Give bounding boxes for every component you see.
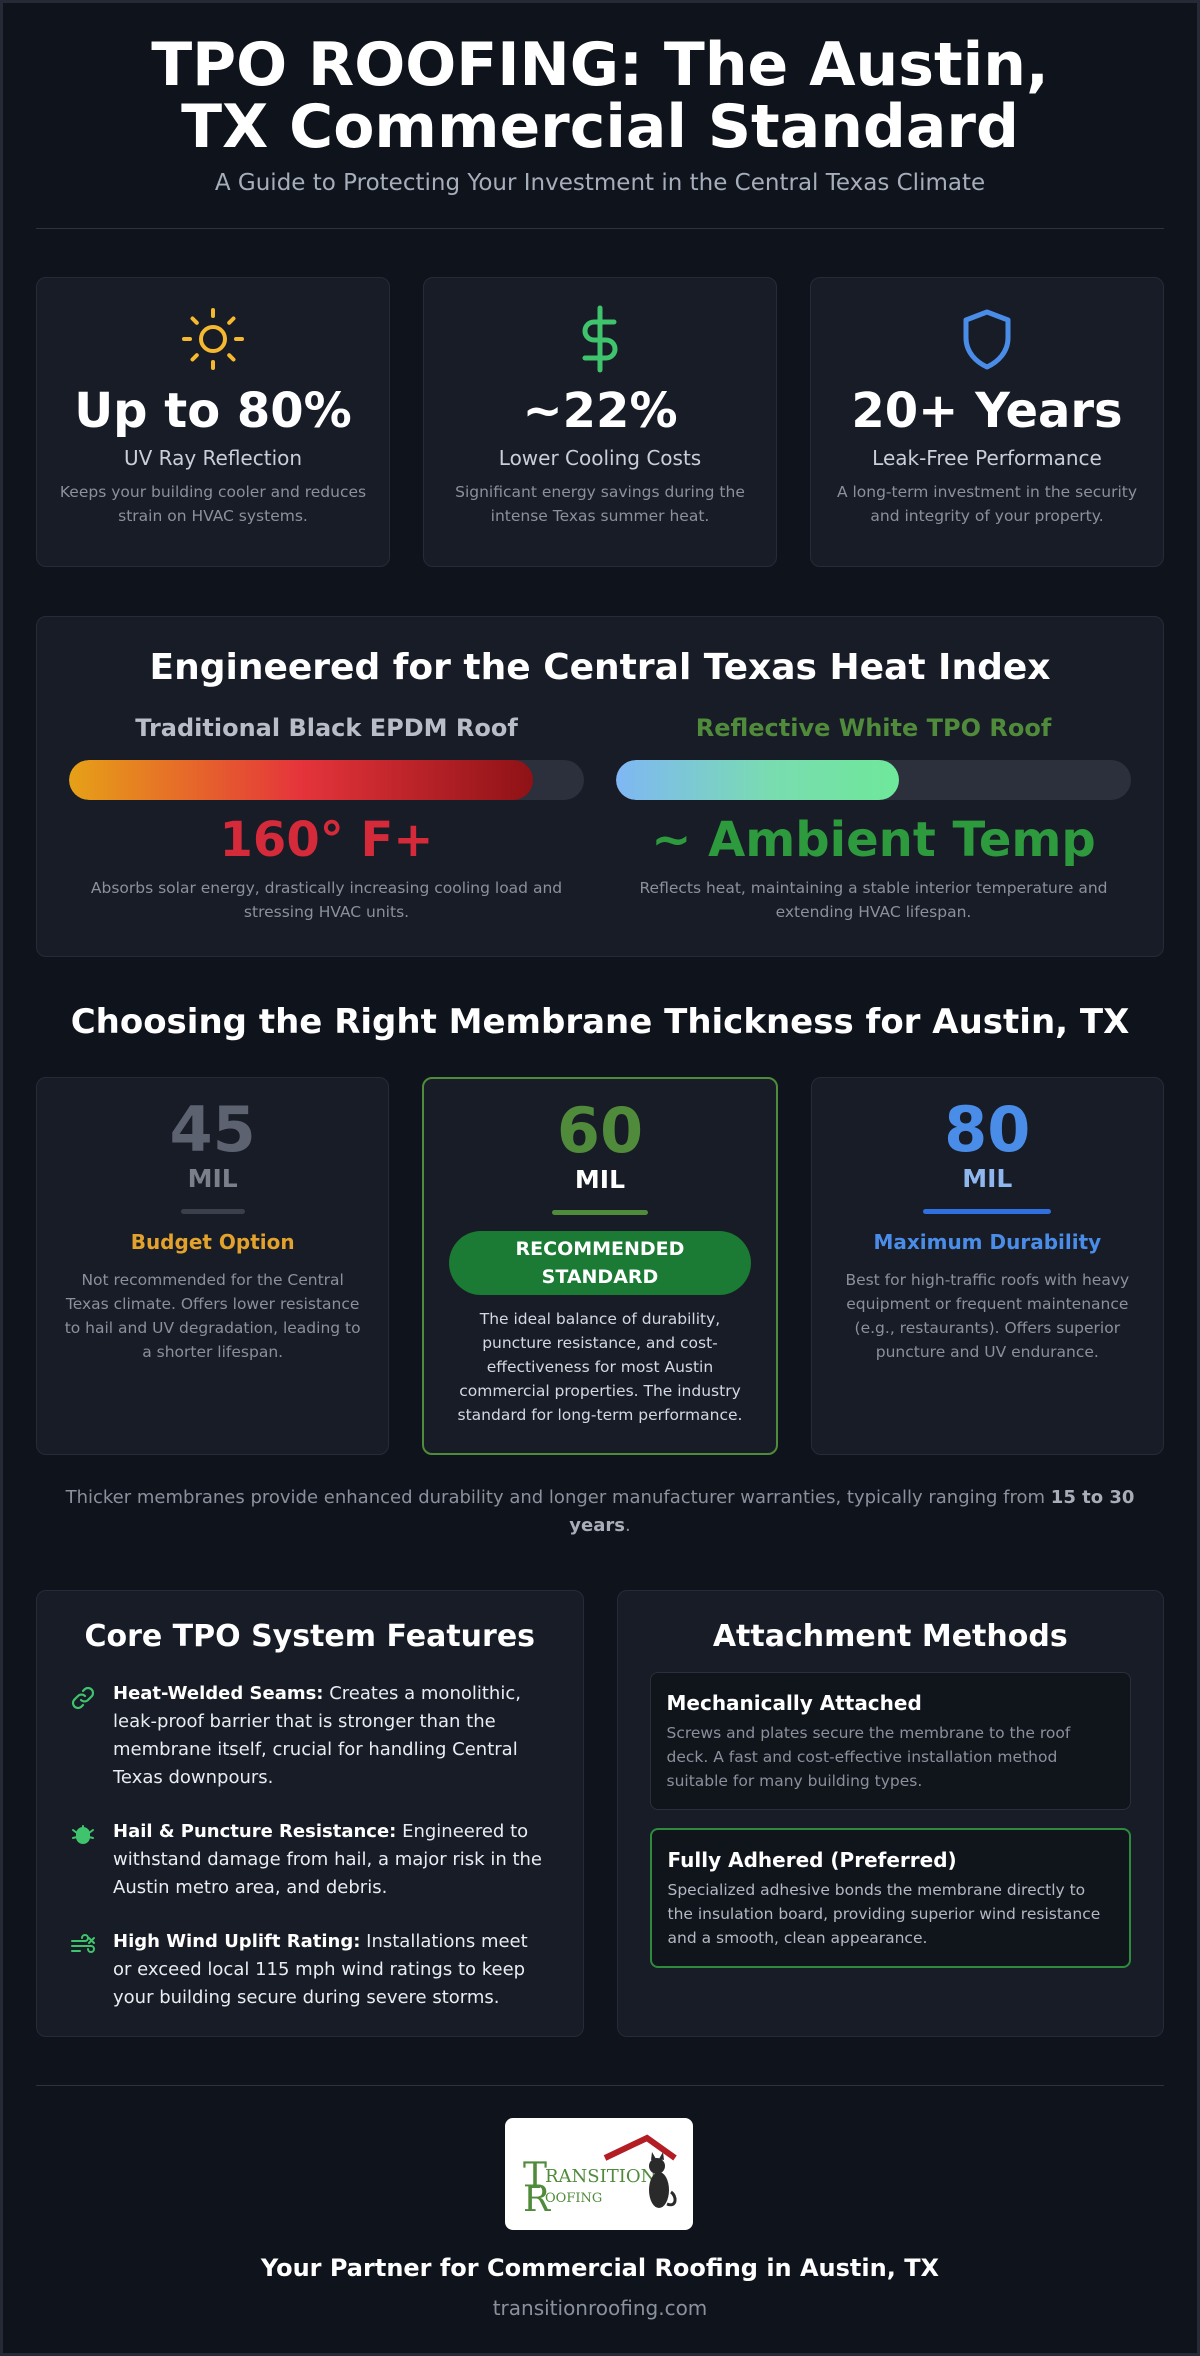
attachment-title: Attachment Methods xyxy=(712,1619,1068,1654)
method-text: Screws and plates secure the membrane to… xyxy=(666,1724,1071,1790)
thickness-options: 45 MIL Budget Option Not recommended for… xyxy=(36,1077,1164,1455)
heat-title: Engineered for the Central Texas Heat In… xyxy=(149,647,1051,688)
stat-label: Lower Cooling Costs xyxy=(498,446,702,470)
header: TPO ROOFING: The Austin, TX Commercial S… xyxy=(0,0,1200,196)
black-roof-bar-fill xyxy=(69,760,533,800)
mil-desc: Best for high-traffic roofs with heavy e… xyxy=(845,1271,1130,1361)
stat-desc: A long-term investment in the security a… xyxy=(836,483,1138,525)
stat-value: 20+ Years xyxy=(851,383,1123,439)
stat-desc: Keeps your building cooler and reduces s… xyxy=(59,483,367,525)
mil-number: 80 xyxy=(944,1093,1031,1166)
logo-letter-t: T xyxy=(523,2156,547,2197)
mil-card-60: 60 MIL RECOMMENDED STANDARD The ideal ba… xyxy=(422,1077,778,1455)
warranty-note: Thicker membranes provide enhanced durab… xyxy=(65,1487,1135,1536)
link-icon xyxy=(69,1680,113,1792)
wind-icon xyxy=(69,1928,113,2012)
black-roof-name: Traditional Black EPDM Roof xyxy=(135,714,518,742)
white-roof-name: Reflective White TPO Roof xyxy=(695,714,1052,742)
white-roof-column: Reflective White TPO Roof ~ Ambient Temp… xyxy=(616,714,1131,924)
white-roof-bar xyxy=(616,760,1131,800)
features-title: Core TPO System Features xyxy=(84,1619,536,1654)
white-roof-temp: ~ Ambient Temp xyxy=(651,812,1096,868)
black-roof-column: Traditional Black EPDM Roof 160° F+ Abso… xyxy=(69,714,584,924)
company-logo: T RANSITION R OOFING xyxy=(505,2118,693,2230)
warranty-range: 15 to 30 years xyxy=(569,1487,1135,1536)
stat-value: Up to 80% xyxy=(74,383,352,439)
feature-item: High Wind Uplift Rating: Installations m… xyxy=(69,1928,551,2012)
black-roof-temp: 160° F+ xyxy=(219,812,434,868)
attachment-panel: Attachment Methods Mechanically Attached… xyxy=(616,1590,1164,2037)
logo-text-line1: RANSITION xyxy=(545,2166,656,2187)
cat-icon xyxy=(649,2152,677,2208)
footer-title: Your Partner for Commercial Roofing in A… xyxy=(260,2254,940,2282)
shield-icon xyxy=(811,304,1163,374)
mil-option-label: Maximum Durability xyxy=(873,1230,1102,1254)
mil-card-80: 80 MIL Maximum Durability Best for high-… xyxy=(810,1077,1164,1455)
feature-text: Heat-Welded Seams: Creates a monolithic,… xyxy=(113,1683,521,1788)
hail-icon xyxy=(69,1818,113,1902)
stat-card-cooling: ~22% Lower Cooling Costs Significant ene… xyxy=(423,277,777,567)
mil-number: 45 xyxy=(169,1093,256,1166)
mil-unit: MIL xyxy=(962,1164,1013,1193)
mil-accent-line xyxy=(551,1210,648,1215)
stats-row: Up to 80% UV Ray Reflection Keeps your b… xyxy=(36,277,1164,567)
mil-unit: MIL xyxy=(574,1165,626,1194)
stat-label: UV Ray Reflection xyxy=(123,446,303,470)
feature-text: High Wind Uplift Rating: Installations m… xyxy=(113,1931,528,2008)
method-text: Specialized adhesive bonds the membrane … xyxy=(667,1881,1101,1947)
mil-desc: The ideal balance of durability, punctur… xyxy=(457,1310,743,1424)
sun-icon xyxy=(37,304,389,374)
thickness-title: Choosing the Right Membrane Thickness fo… xyxy=(70,1002,1130,1042)
feature-item: Hail & Puncture Resistance: Engineered t… xyxy=(69,1818,551,1902)
mil-number: 60 xyxy=(556,1094,644,1167)
mil-option-label: Budget Option xyxy=(130,1230,295,1254)
page-title: TPO ROOFING: The Austin, TX Commercial S… xyxy=(151,30,1049,162)
mil-unit: MIL xyxy=(187,1164,238,1193)
bottom-panels: Core TPO System Features Heat-Welded Sea… xyxy=(36,1590,1164,2037)
white-roof-desc: Reflects heat, maintaining a stable inte… xyxy=(639,879,1108,921)
black-roof-desc: Absorbs solar energy, drastically increa… xyxy=(90,879,563,921)
heat-comparison-panel: Engineered for the Central Texas Heat In… xyxy=(36,616,1164,957)
method-title: Fully Adhered (Preferred) xyxy=(667,1848,957,1872)
feature-text: Hail & Puncture Resistance: Engineered t… xyxy=(113,1821,542,1898)
logo-letter-r: R xyxy=(523,2179,551,2220)
feature-item: Heat-Welded Seams: Creates a monolithic,… xyxy=(69,1680,551,1792)
mil-accent-line xyxy=(923,1209,1052,1214)
method-title: Mechanically Attached xyxy=(666,1691,922,1715)
page-subtitle: A Guide to Protecting Your Investment in… xyxy=(214,170,986,196)
footer-divider xyxy=(36,2085,1164,2086)
stat-value: ~22% xyxy=(522,383,678,439)
mil-accent-line xyxy=(180,1209,245,1214)
stat-card-leak-free: 20+ Years Leak-Free Performance A long-t… xyxy=(810,277,1164,567)
method-mechanically-attached: Mechanically Attached Screws and plates … xyxy=(649,1672,1131,1810)
stat-label: Leak-Free Performance xyxy=(872,446,1102,470)
stat-desc: Significant energy savings during the in… xyxy=(455,483,745,525)
recommended-badge: RECOMMENDED STANDARD xyxy=(448,1231,751,1295)
footer-url-link[interactable]: transitionroofing.com xyxy=(492,2296,708,2320)
features-panel: Core TPO System Features Heat-Welded Sea… xyxy=(36,1590,584,2037)
header-divider xyxy=(36,228,1164,229)
dollar-icon xyxy=(424,304,776,374)
white-roof-bar-fill xyxy=(616,760,900,800)
method-fully-adhered: Fully Adhered (Preferred) Specialized ad… xyxy=(649,1828,1131,1968)
stat-card-uv: Up to 80% UV Ray Reflection Keeps your b… xyxy=(36,277,390,567)
mil-card-45: 45 MIL Budget Option Not recommended for… xyxy=(36,1077,390,1455)
black-roof-bar xyxy=(69,760,584,800)
logo-text-line2: OOFING xyxy=(545,2191,602,2206)
mil-desc: Not recommended for the Central Texas cl… xyxy=(64,1271,361,1361)
